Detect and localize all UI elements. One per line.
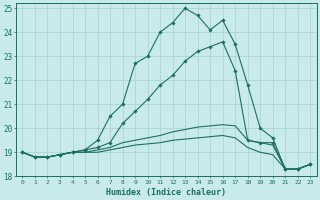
X-axis label: Humidex (Indice chaleur): Humidex (Indice chaleur) [106,188,226,197]
